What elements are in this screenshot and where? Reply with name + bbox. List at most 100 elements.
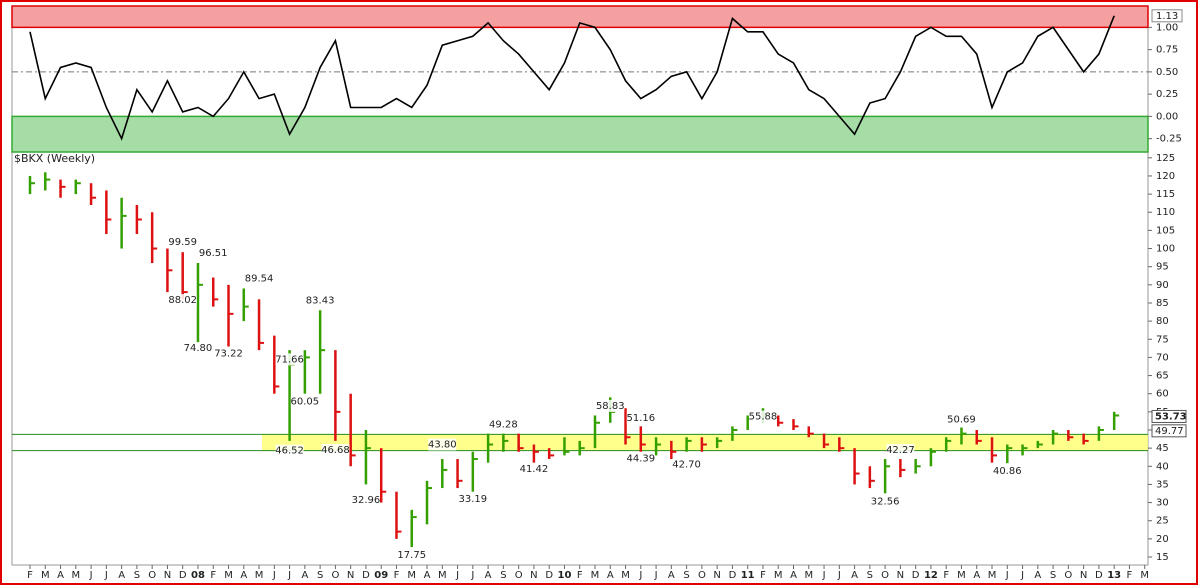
x-tick-label: F [394,570,400,581]
y-tick-label: 40 [1156,461,1169,472]
y-tick-label: 0.50 [1156,67,1178,78]
x-tick-label: A [790,570,797,581]
y-tick-label: 0.25 [1156,89,1178,100]
x-tick-label: J [638,570,642,581]
x-tick-label: J [1005,570,1009,581]
y-tick-label: 85 [1156,298,1169,309]
x-tick-label: N [897,570,904,581]
x-tick-label: A [424,570,431,581]
x-tick-label: A [301,570,308,581]
x-tick-label: F [1127,570,1133,581]
annotation-box [458,493,487,506]
x-tick-label: N [713,570,720,581]
x-tick-label: F [943,570,949,581]
annotation-box [886,444,915,457]
value-badge [1151,409,1187,423]
annotation-box [596,399,625,412]
annotation: 40.86 [993,466,1022,477]
x-tick-label: M [591,570,600,581]
annotation-box [351,493,380,506]
annotation: 49.28 [489,420,518,431]
y-tick-label: 120 [1156,171,1175,182]
x-tick-label: A [1034,570,1041,581]
annotation-box [168,236,197,249]
annotation-box [626,411,655,424]
support-zone [262,434,1148,451]
annotation-box [245,272,274,285]
annotation: 32.96 [352,495,381,506]
current-value: 1.13 [1156,11,1178,22]
annotation-box [183,341,212,354]
x-tick-label: 11 [741,570,755,581]
y-tick-label: 90 [1156,280,1169,291]
indicator-band [11,5,1149,29]
x-tick-label: M [774,570,783,581]
x-tick-label: S [1050,570,1056,581]
y-tick-label: 35 [1156,479,1169,490]
x-tick-label: S [317,570,323,581]
y-tick-label: 115 [1156,189,1175,200]
x-tick-label: M [224,570,233,581]
x-tick-label: J [1020,570,1024,581]
x-tick-label: S [683,570,689,581]
annotation: 17.75 [397,550,426,561]
value-badge [1151,9,1183,23]
annotation: 42.27 [886,445,915,456]
annotation-box [290,395,319,408]
x-tick-label: J [837,570,841,581]
x-tick-label: A [240,570,247,581]
annotation-box [947,413,976,426]
x-tick-label: 09 [374,570,388,581]
x-tick-label: F [27,570,33,581]
annotation-box [275,444,304,457]
annotation-box [214,347,243,360]
x-tick-label: M [988,570,997,581]
x-tick-label: M [407,570,416,581]
x-tick-label: A [57,570,64,581]
annotation: 89.54 [245,273,274,284]
annotation-box [321,444,350,457]
x-tick-label: O [515,570,523,581]
x-tick-label: M [41,570,50,581]
annotation: 99.59 [168,237,197,248]
annotation: 73.22 [214,349,243,360]
annotation: 32.56 [871,496,900,507]
x-tick-label: O [698,570,706,581]
annotation: 44.39 [626,453,655,464]
x-tick-label: O [881,570,889,581]
x-tick-label: D [362,570,370,581]
y-tick-label: 25 [1156,516,1169,527]
annotation-box [275,353,304,366]
annotation: 46.52 [275,446,304,457]
annotation-box [489,418,518,431]
annotation-box [672,458,701,471]
annotation: 55.88 [749,412,778,423]
annotation: 33.19 [459,494,488,505]
y-tick-label: 70 [1156,352,1169,363]
x-tick-label: O [1064,570,1072,581]
y-tick-label: 15 [1156,552,1169,563]
annotation: 58.83 [596,401,625,412]
y-tick-label: 45 [1156,443,1169,454]
x-tick-label: 13 [1107,570,1121,581]
annotation-box [993,465,1022,478]
x-tick-label: F [760,570,766,581]
y-tick-label: 30 [1156,498,1169,509]
annotation-box [168,294,197,307]
y-tick-label: -0.25 [1156,134,1182,145]
x-tick-label: S [867,570,873,581]
x-tick-label: N [347,570,354,581]
y-tick-label: 105 [1156,225,1175,236]
y-tick-label: 65 [1156,371,1169,382]
annotation-box [306,294,335,307]
x-tick-label: J [455,570,459,581]
annotation-box [748,410,777,423]
y-tick-label: 0.75 [1156,45,1178,56]
x-tick-label: J [104,570,108,581]
indicator-line [29,15,1115,141]
annotation: 51.16 [626,413,655,424]
x-tick-label: A [851,570,858,581]
x-tick-label: A [118,570,125,581]
